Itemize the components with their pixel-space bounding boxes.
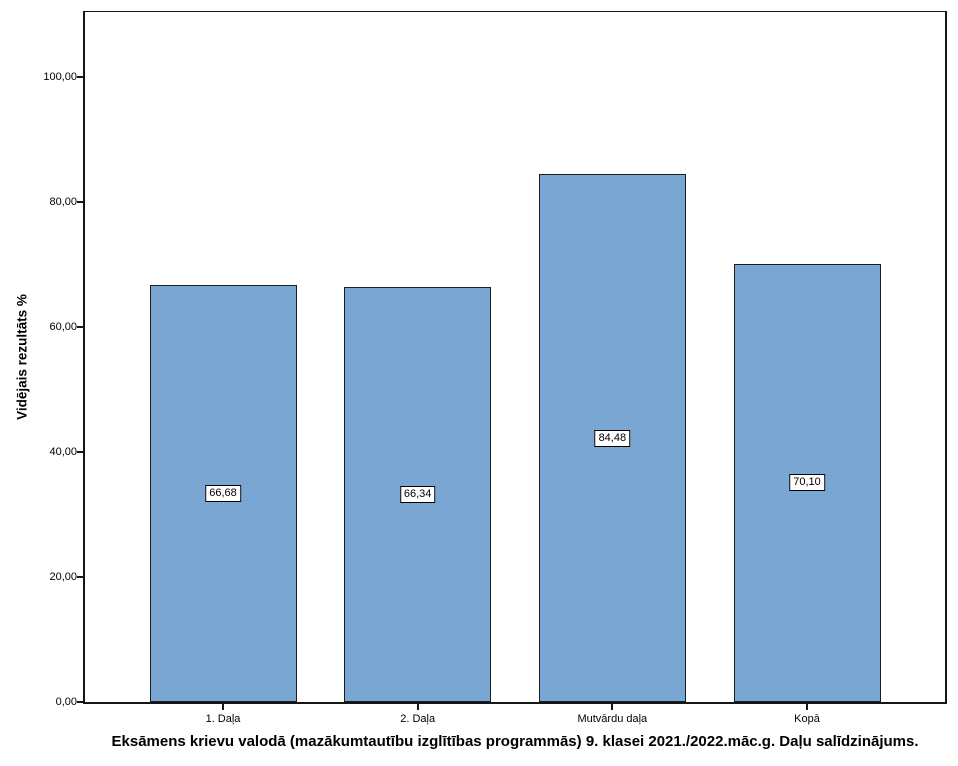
bar-value-label: 70,10	[789, 474, 825, 492]
x-tick-mark	[806, 704, 808, 710]
chart-title: Eksāmens krievu valodā (mazākumtautību i…	[111, 733, 919, 750]
bar-value-label: 84,48	[594, 429, 631, 447]
y-tick-label: 60,00	[49, 321, 77, 333]
x-tick-mark	[222, 704, 224, 710]
y-tick-mark	[77, 326, 83, 328]
plot-area: 66,68 66,34 84,48 70,10	[83, 11, 947, 704]
y-tick-label: 100,00	[43, 71, 77, 83]
y-tick-mark	[77, 576, 83, 578]
x-tick-label: Kopā	[794, 713, 820, 725]
x-tick-label: 2. Daļa	[400, 713, 436, 725]
y-tick-label: 80,00	[49, 196, 77, 208]
y-tick-mark	[77, 701, 83, 703]
y-tick-mark	[77, 76, 83, 78]
y-tick-label: 0,00	[55, 696, 77, 708]
x-tick-mark	[611, 704, 614, 710]
bar-value-label: 66,34	[399, 486, 436, 504]
x-tick-label: 1. Daļa	[205, 713, 241, 725]
y-tick-mark	[77, 201, 83, 203]
y-axis-title: Vidējais rezultāts %	[14, 294, 30, 420]
y-tick-label: 40,00	[49, 446, 77, 458]
bar	[538, 174, 686, 702]
y-tick-mark	[77, 451, 83, 453]
x-tick-mark	[416, 704, 419, 710]
bar-value-label: 66,68	[205, 485, 241, 503]
x-tick-label: Mutvārdu daļa	[577, 713, 648, 725]
y-tick-label: 20,00	[49, 571, 77, 583]
